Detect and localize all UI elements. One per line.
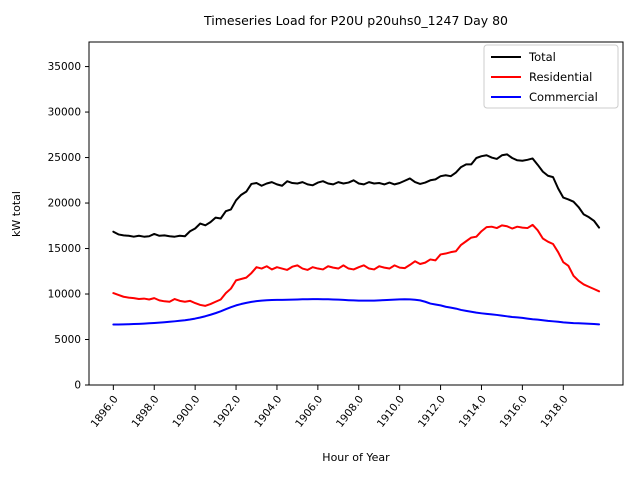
x-tick-label: 1908.0: [334, 393, 366, 429]
y-tick-label: 10000: [48, 289, 81, 301]
x-tick-label: 1912.0: [416, 393, 448, 429]
chart-title: Timeseries Load for P20U p20uhs0_1247 Da…: [203, 13, 508, 28]
x-tick-label: 1904.0: [252, 393, 284, 429]
x-tick-label: 1906.0: [293, 393, 325, 429]
series-commercial-line: [112, 298, 601, 326]
x-axis-ticks: 1896.0 1898.0 1900.0 1902.0 1904.0 1906.0 1908…: [89, 385, 571, 430]
y-axis-ticks: 0 5000 10000 15000 20000 25000 30000 35000: [48, 61, 89, 392]
series-residential-line: [112, 223, 601, 307]
legend: Total Residential Commercial: [483, 44, 619, 109]
y-tick-label: 30000: [48, 107, 81, 119]
axes-frame: [88, 41, 624, 386]
y-tick-label: 0: [74, 380, 81, 392]
x-tick-label: 1914.0: [457, 393, 489, 429]
x-tick-label: 1918.0: [539, 393, 571, 429]
x-tick-label: 1898.0: [130, 393, 162, 429]
x-tick-label: 1910.0: [375, 393, 407, 429]
legend-label-residential: Residential: [529, 70, 592, 84]
y-tick-label: 35000: [48, 61, 81, 73]
legend-label-commercial: Commercial: [529, 90, 598, 104]
plot-lines: [112, 153, 601, 326]
series-total-line: [112, 153, 601, 238]
legend-label-total: Total: [528, 50, 556, 64]
y-tick-label: 20000: [48, 198, 81, 210]
legend-box: [483, 44, 619, 109]
x-tick-label: 1916.0: [498, 393, 530, 429]
x-tick-label: 1900.0: [170, 393, 202, 429]
y-tick-label: 25000: [48, 152, 81, 164]
x-axis-label: Hour of Year: [322, 451, 390, 464]
y-tick-label: 5000: [54, 334, 81, 346]
y-axis-label: kW total: [10, 191, 23, 237]
y-tick-label: 15000: [48, 243, 81, 255]
x-tick-label: 1902.0: [211, 393, 243, 429]
x-tick-label: 1896.0: [89, 393, 121, 429]
